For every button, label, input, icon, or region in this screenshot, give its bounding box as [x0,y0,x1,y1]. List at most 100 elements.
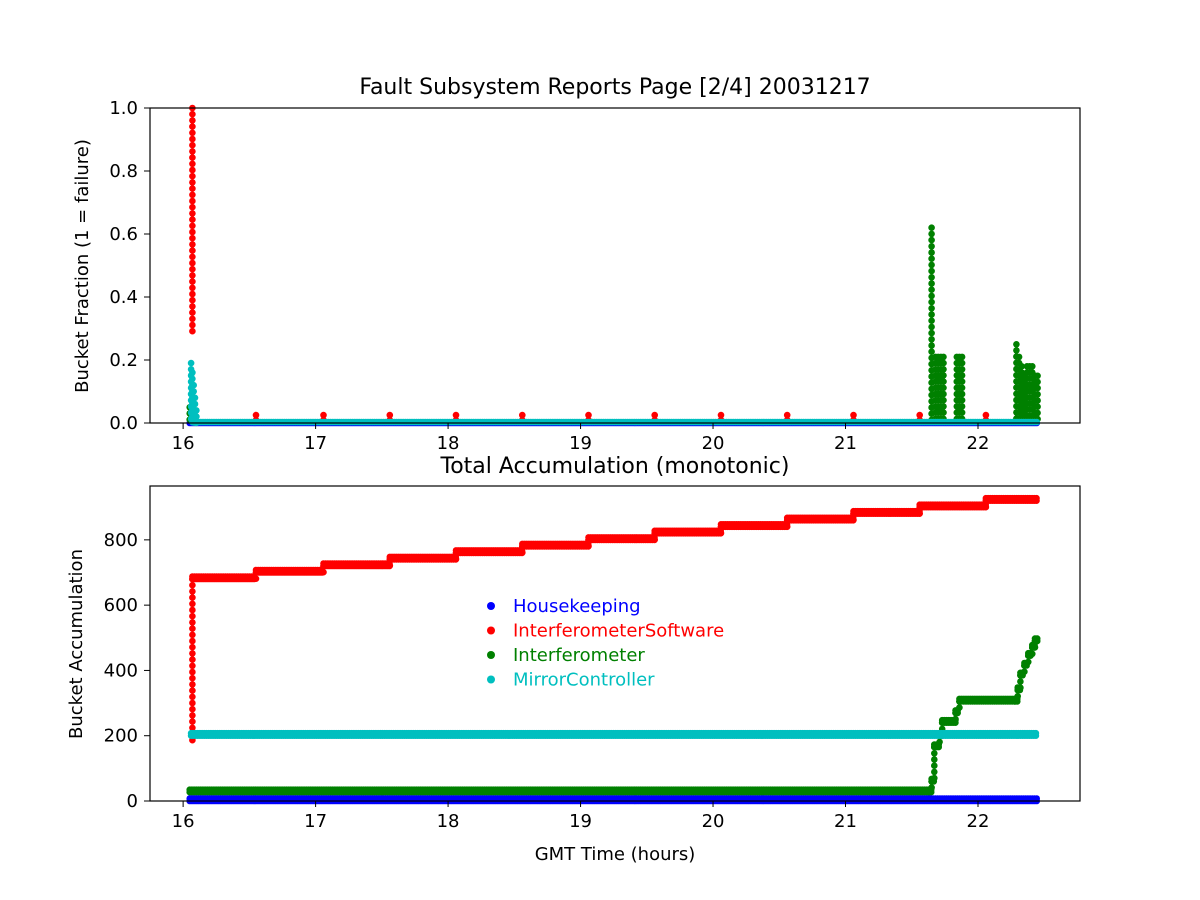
series-interferometersoftware-point [189,612,196,620]
accumulation-chart-x-tick-label: 18 [437,811,460,832]
series-interferometer-point [931,762,938,769]
series-interferometer-point [1013,341,1020,348]
series-interferometersoftware-point [585,540,592,548]
series-interferometersoftware-point [189,724,196,732]
series-interferometersoftware-point [189,712,196,719]
series-interferometer-point [1016,684,1024,691]
series-interferometer-point [952,716,959,724]
series-interferometer-point [928,243,935,250]
series-interferometersoftware-point [320,411,327,419]
series-interferometersoftware-point [189,656,196,663]
series-interferometer-point [940,390,947,398]
fraction-chart: Fault Subsystem Reports Page [2/4] 20031… [72,75,1081,454]
series-interferometer-point [928,286,935,294]
series-interferometer-point [928,267,935,275]
series-interferometersoftware-point [189,303,196,310]
series-interferometersoftware-point [189,191,196,199]
accumulation-chart-y-label: Bucket Accumulation [66,549,87,739]
accumulation-chart-x-tick-label: 20 [702,811,725,832]
series-interferometer-point [928,317,935,325]
accumulation-chart-x-tick-label: 19 [569,811,592,832]
series-interferometer-point [1034,397,1041,404]
fraction-chart-y-tick-label: 0.4 [109,287,138,308]
series-interferometer-point [928,280,935,287]
series-interferometer-point [928,274,935,281]
series-interferometersoftware-point [783,411,791,419]
series-interferometersoftware-point [189,222,196,230]
series-interferometer-point [958,378,966,385]
series-interferometer-point [931,768,938,776]
series-interferometer-point [928,230,935,238]
series-interferometersoftware-point [189,210,196,217]
series-interferometersoftware-point [250,573,258,580]
series-interferometer-point [1023,659,1030,667]
fraction-chart-x-tick-label: 16 [172,433,195,454]
series-interferometersoftware-point [189,693,196,701]
accumulation-chart-y-tick-label: 600 [104,595,138,616]
legend-marker-interferometersoftware [487,626,495,635]
series-interferometersoftware-point [1033,494,1040,502]
series-interferometersoftware-point [916,507,923,515]
series-mirrorcontroller-point [190,381,197,389]
series-interferometersoftware-point [519,411,526,419]
series-interferometer-point [1027,649,1034,657]
series-interferometersoftware-point [189,637,196,645]
series-interferometer-point [1015,353,1023,361]
series-interferometersoftware-point [189,123,196,130]
series-interferometersoftware-point [189,110,196,118]
series-interferometer-point [928,305,935,312]
series-interferometersoftware-point [189,203,196,211]
legend-marker-mirrorcontroller [487,675,495,684]
series-interferometersoftware-point [916,411,923,419]
series-interferometersoftware-point [783,521,791,528]
series-mirrorcontroller-point [193,407,200,414]
series-interferometersoftware-point [189,631,196,639]
series-interferometersoftware-point [850,411,857,419]
series-interferometer-point [1034,403,1041,411]
series-interferometer-point [958,384,966,392]
series-interferometersoftware-point [717,527,724,535]
series-interferometer-point [940,409,947,416]
series-interferometer-point [940,359,947,367]
series-mirrorcontroller-point [187,359,195,367]
fraction-chart-y-tick-label: 0.0 [109,413,138,434]
series-interferometersoftware-point [189,141,196,149]
series-interferometersoftware-point [189,284,196,292]
series-interferometer-point [928,292,935,300]
series-mirrorcontroller-point [191,400,199,408]
series-interferometersoftware-point [189,668,196,676]
accumulation-chart-x-tick-label: 16 [172,811,195,832]
series-interferometer-point [928,323,935,331]
series-interferometersoftware-point [189,154,196,161]
series-interferometersoftware-point [189,315,196,323]
accumulation-chart-x-tick-label: 21 [834,811,857,832]
legend: Housekeeping InterferometerSoftware Interf… [487,596,724,691]
series-interferometer-point [928,329,935,337]
accumulation-chart-x-tick-label: 22 [967,811,990,832]
series-interferometer-point [1034,384,1041,392]
fraction-chart-x-tick-label: 20 [702,433,725,454]
series-interferometer-point [931,750,938,757]
series-interferometersoftware-point [189,253,196,261]
series-interferometersoftware-point [189,681,196,688]
series-interferometersoftware-point [189,259,196,267]
fraction-chart-y-ticks: 0.0 0.2 0.4 0.6 0.8 1.0 [109,98,150,434]
series-interferometersoftware-point [189,148,196,155]
series-interferometer-point [928,236,935,244]
fraction-chart-x-tick-label: 21 [834,433,857,454]
series-interferometersoftware-point [189,135,196,143]
series-interferometersoftware-point [189,650,196,657]
accumulation-chart-y-tick-label: 0 [127,791,138,812]
series-interferometersoftware-point [189,216,196,223]
series-interferometer-point [958,390,966,398]
series-interferometer-point [1019,669,1026,677]
series-mirrorcontroller-point [191,394,199,402]
series-interferometersoftware-point [189,160,196,168]
series-interferometersoftware-point [849,514,857,522]
series-interferometersoftware-point [651,534,658,541]
series-interferometer-point [958,403,966,410]
series-interferometersoftware-point [189,606,196,614]
series-interferometersoftware-point [189,296,196,304]
fraction-chart-y-tick-label: 0.2 [109,350,138,371]
